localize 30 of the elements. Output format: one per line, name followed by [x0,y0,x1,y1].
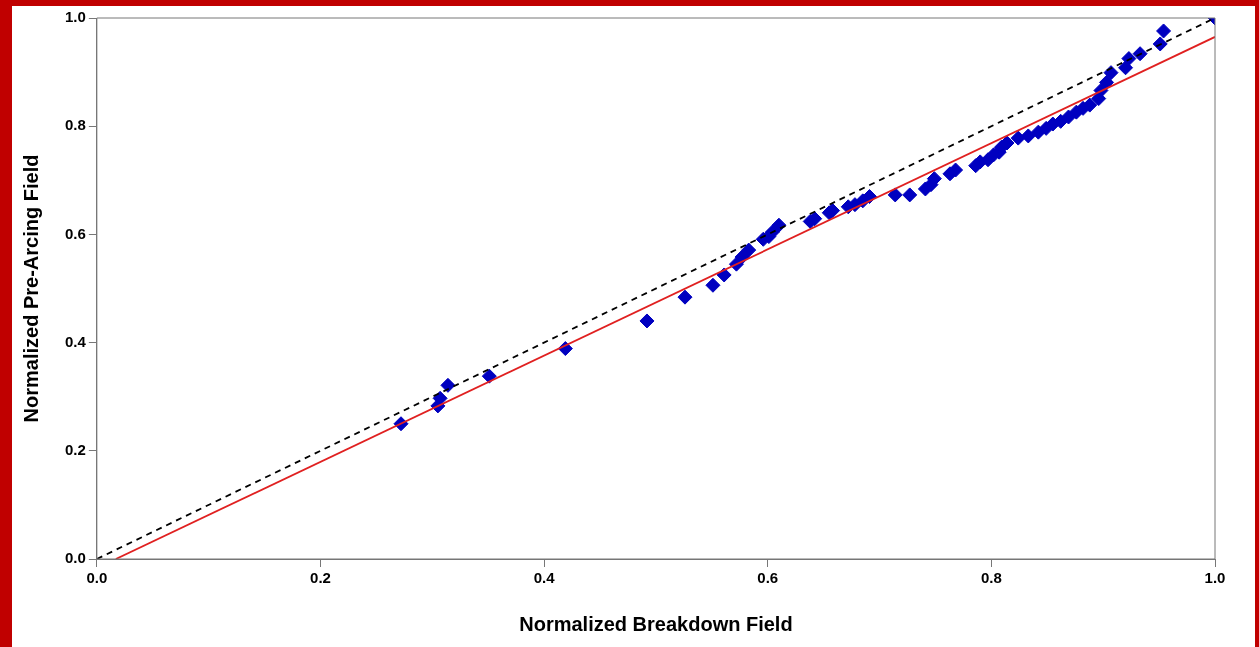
point [1156,23,1172,39]
y-tick-label: 0.2 [64,440,86,458]
point [1099,74,1115,90]
point [902,187,918,203]
point [1118,60,1134,76]
point [481,368,497,384]
y-tick-label: 0.8 [64,116,86,134]
x-tick-label: 0.0 [86,569,108,587]
point [639,313,655,329]
y-tick-label: 0.4 [64,332,87,350]
x-tick-label: 0.8 [980,569,1002,587]
point [677,289,693,305]
point [1010,130,1026,146]
point [771,217,787,233]
x-tick-label: 0.4 [533,569,556,587]
point [887,187,903,203]
point [1020,128,1036,144]
point [948,162,964,178]
y-axis-title: Normalized Pre-Arcing Field [19,154,42,423]
point [705,277,721,293]
point [1082,97,1098,113]
y-tick-label: 0.6 [64,224,86,242]
x-tick-label: 0.2 [310,569,331,587]
x-axis-title: Normalized Breakdown Field [519,612,793,635]
x-tick-label: 1.0 [1204,569,1226,587]
y-tick-label: 1.0 [64,8,86,26]
point [440,377,456,393]
y-tick-label: 0.0 [64,549,86,567]
point [741,242,757,258]
x-tick-label: 0.6 [757,569,779,587]
